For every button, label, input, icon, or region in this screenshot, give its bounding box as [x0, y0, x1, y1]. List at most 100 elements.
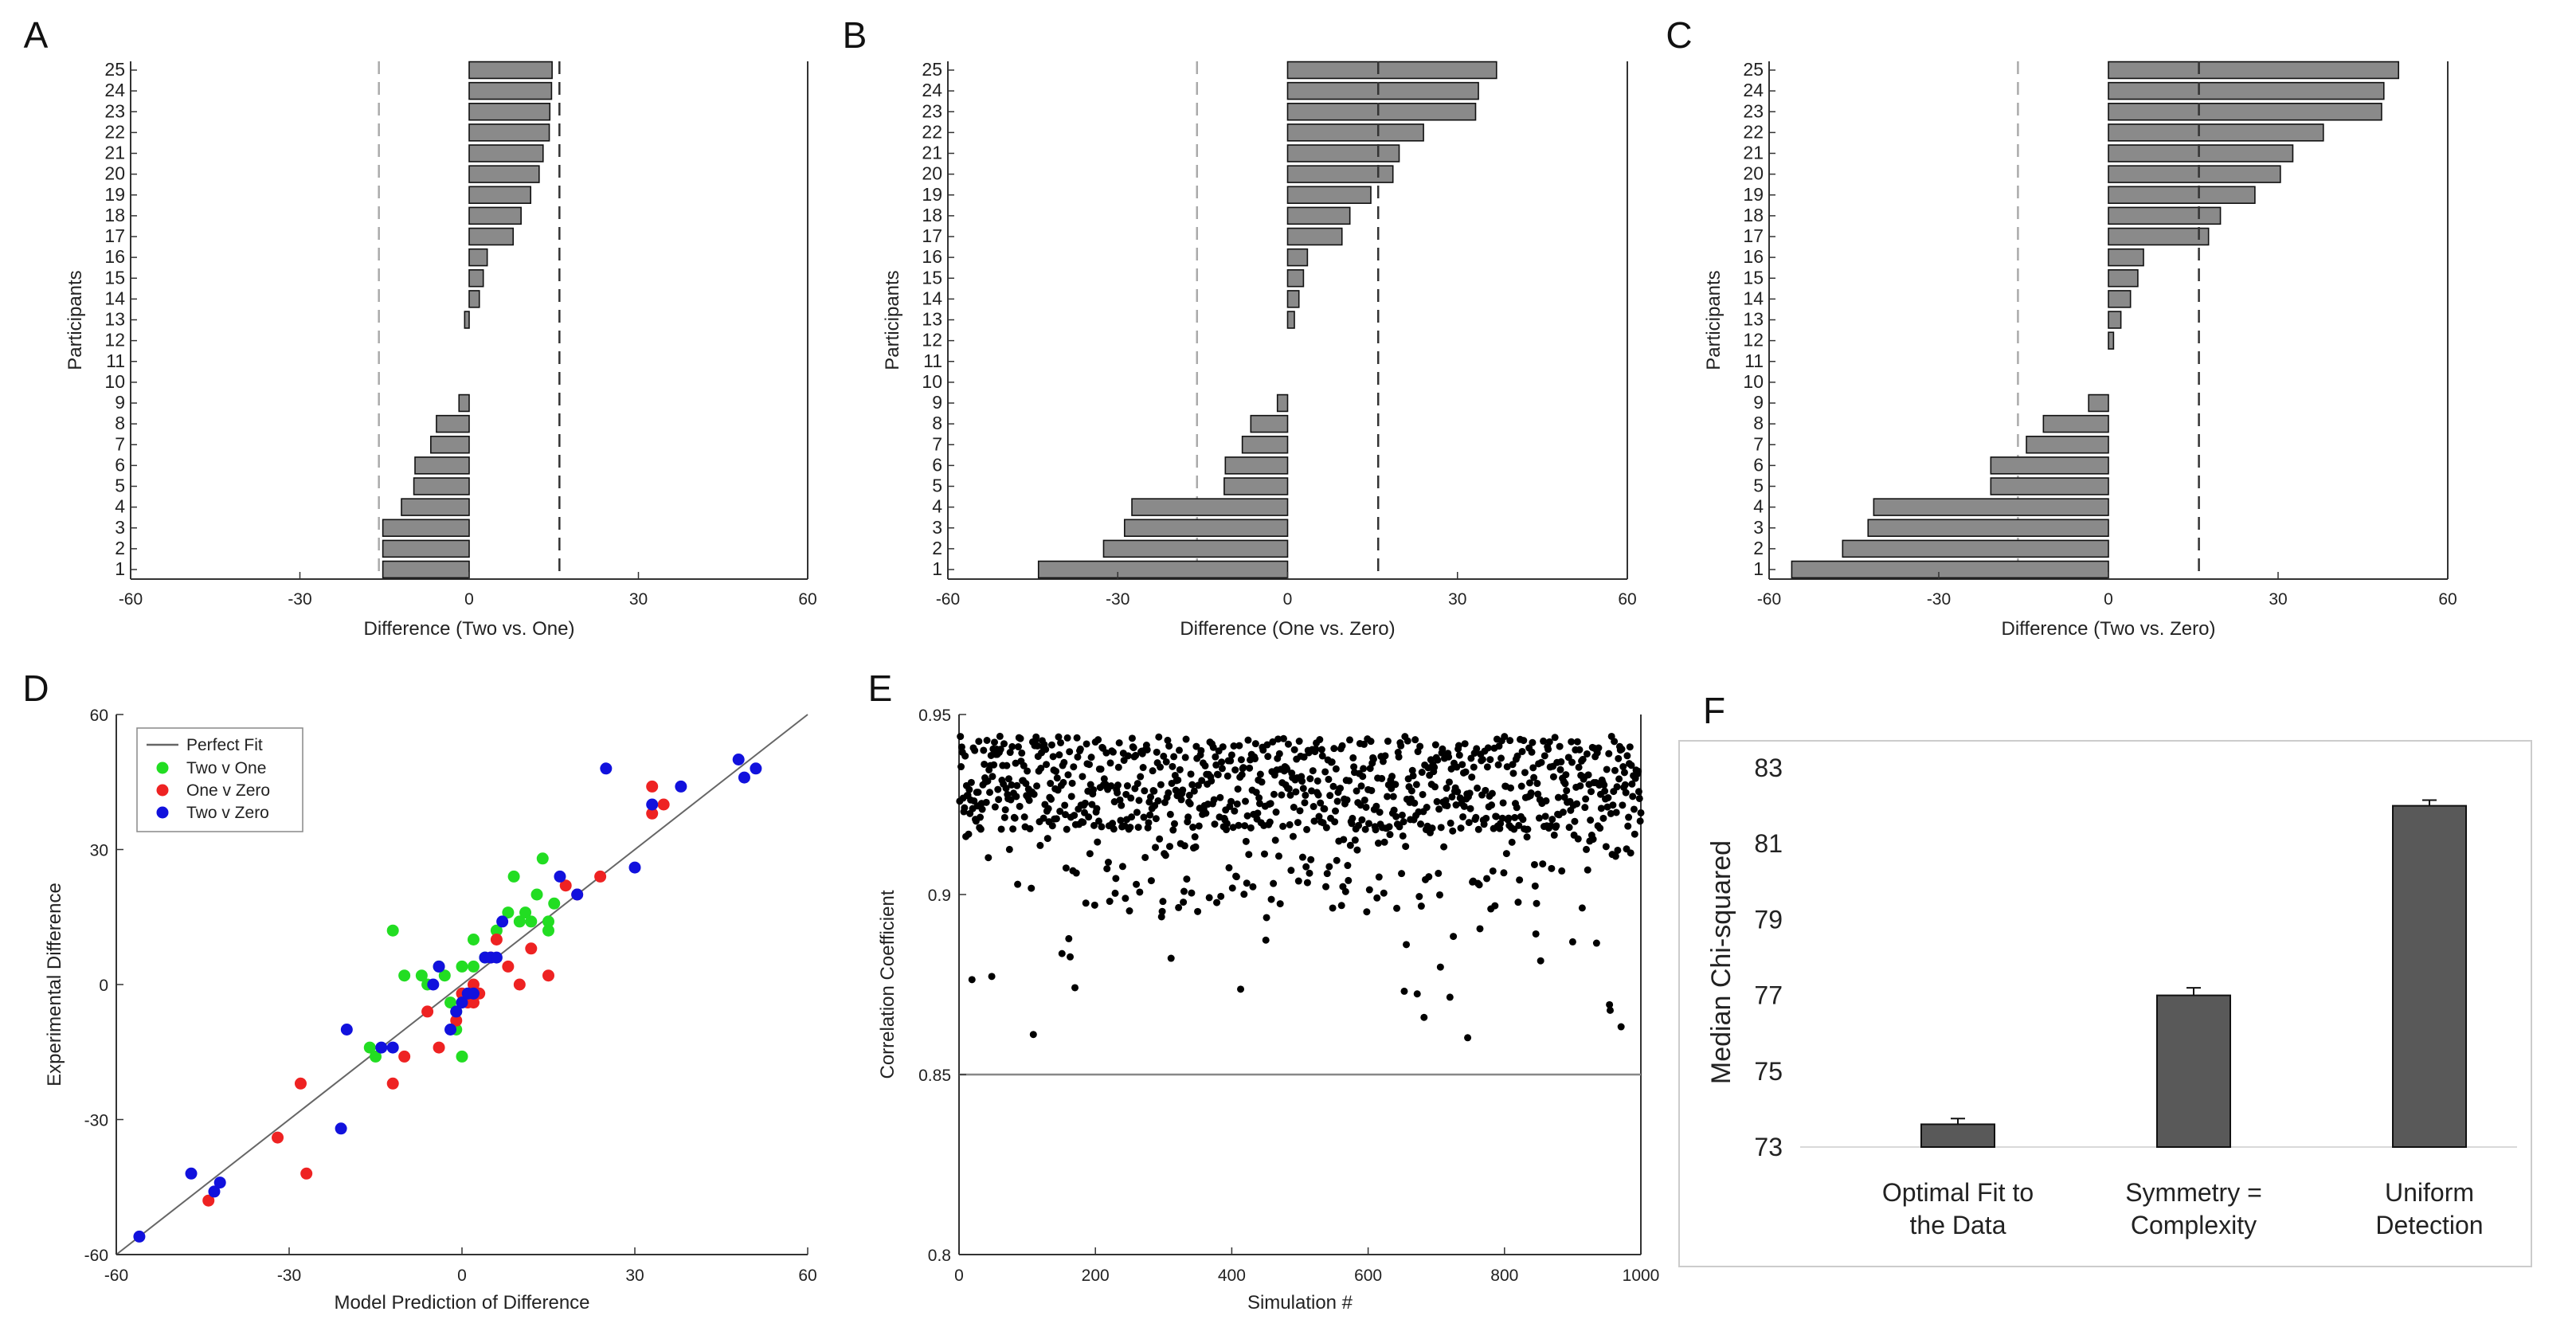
simulation-point — [1454, 788, 1462, 796]
simulation-point — [1185, 791, 1193, 799]
point-two-v-one — [415, 969, 428, 982]
simulation-point — [1065, 934, 1073, 942]
category-label: Optimal Fit to — [1882, 1178, 2034, 1207]
y-tick-label: 15 — [922, 267, 942, 288]
simulation-point — [1415, 893, 1423, 901]
simulation-point — [1621, 781, 1629, 789]
x-tick-label: 60 — [1618, 590, 1636, 609]
bar-participant-1 — [1791, 560, 2109, 579]
simulation-point — [1398, 811, 1406, 819]
simulation-point — [1014, 880, 1022, 888]
y-tick-label: 22 — [1743, 121, 1764, 142]
simulation-point — [1627, 849, 1634, 857]
simulation-point — [1300, 753, 1308, 761]
simulation-point — [1579, 755, 1587, 763]
simulation-point — [1582, 795, 1590, 803]
simulation-point — [1202, 809, 1210, 817]
category-label: Detection — [2375, 1211, 2483, 1239]
simulation-point — [1576, 782, 1584, 790]
simulation-point — [1225, 863, 1233, 871]
simulation-point — [1509, 769, 1517, 777]
bar-participant-9 — [2088, 393, 2109, 413]
legend-label: Two v One — [186, 759, 266, 777]
simulation-point — [957, 763, 965, 771]
y-tick-label: 19 — [1743, 184, 1764, 205]
y-tick-label: 12 — [1743, 330, 1764, 350]
simulation-point — [1317, 799, 1325, 807]
simulation-point — [1388, 773, 1396, 781]
simulation-point — [1107, 782, 1115, 790]
simulation-point — [1626, 743, 1634, 751]
simulation-point — [1316, 736, 1324, 744]
simulation-point — [1431, 741, 1439, 749]
simulation-point — [1194, 907, 1202, 915]
simulation-point — [1409, 772, 1417, 780]
simulation-point — [1020, 762, 1028, 769]
panel-label-b: B — [843, 14, 867, 56]
simulation-point — [1381, 752, 1389, 760]
simulation-point — [1205, 894, 1213, 902]
simulation-point — [1416, 742, 1424, 750]
bar-participant-16 — [468, 248, 488, 267]
simulation-point — [1211, 820, 1219, 828]
simulation-point — [1333, 856, 1341, 864]
simulation-point — [1437, 824, 1445, 832]
simulation-point — [1345, 876, 1353, 884]
simulation-point — [977, 825, 985, 833]
simulation-point — [1047, 741, 1055, 749]
simulation-point — [1386, 831, 1394, 839]
simulation-point — [1550, 831, 1558, 839]
simulation-point — [1630, 805, 1638, 813]
simulation-point — [1369, 755, 1377, 763]
simulation-point — [1623, 752, 1631, 760]
y-tick-label: 60 — [90, 707, 108, 725]
simulation-point — [1112, 875, 1120, 883]
y-tick-label: 18 — [104, 205, 125, 225]
simulation-point — [1357, 782, 1365, 790]
simulation-point — [1340, 836, 1348, 844]
simulation-point — [1266, 818, 1274, 826]
y-tick-label: 4 — [932, 496, 942, 517]
bar-participant-18 — [468, 206, 522, 225]
simulation-point — [1067, 953, 1075, 961]
simulation-point — [1360, 740, 1368, 748]
simulation-point — [1592, 939, 1600, 947]
simulation-point — [1634, 767, 1642, 775]
simulation-point — [1314, 791, 1322, 799]
point-two-v-one — [530, 888, 543, 901]
simulation-point — [1494, 761, 1502, 769]
simulation-point — [1246, 764, 1254, 772]
simulation-point — [1245, 851, 1253, 859]
x-tick-label: 200 — [1082, 1267, 1110, 1285]
simulation-point — [1136, 888, 1144, 896]
simulation-point — [1488, 801, 1496, 809]
point-two-v-one — [444, 996, 457, 1009]
y-tick-label: 6 — [1753, 454, 1764, 475]
simulation-point — [1159, 898, 1167, 906]
x-tick-label: 800 — [1490, 1267, 1518, 1285]
y-tick-label: 22 — [104, 121, 125, 142]
point-two-v-zero — [467, 987, 480, 1000]
simulation-point — [1047, 795, 1055, 803]
point-one-v-zero — [559, 879, 572, 892]
point-one-v-zero — [513, 978, 526, 991]
simulation-point — [1299, 785, 1307, 793]
simulation-point — [1455, 751, 1463, 759]
bar-participant-24 — [468, 81, 553, 100]
simulation-point — [1068, 779, 1076, 787]
legend-label: Two v Zero — [186, 804, 269, 822]
simulation-point — [1066, 748, 1074, 756]
simulation-point — [1357, 801, 1364, 809]
simulation-point — [1279, 734, 1287, 742]
simulation-point — [1114, 763, 1122, 771]
category-label: Symmetry = — [2125, 1178, 2262, 1207]
point-one-v-zero — [525, 942, 538, 955]
simulation-point — [1264, 753, 1272, 761]
simulation-point — [1417, 820, 1425, 828]
simulation-point — [1090, 901, 1098, 909]
simulation-point — [1392, 812, 1400, 820]
y-tick-label: 7 — [1753, 433, 1764, 454]
x-tick-label: 0 — [464, 590, 474, 609]
simulation-point — [1346, 841, 1354, 849]
simulation-point — [1549, 773, 1557, 781]
